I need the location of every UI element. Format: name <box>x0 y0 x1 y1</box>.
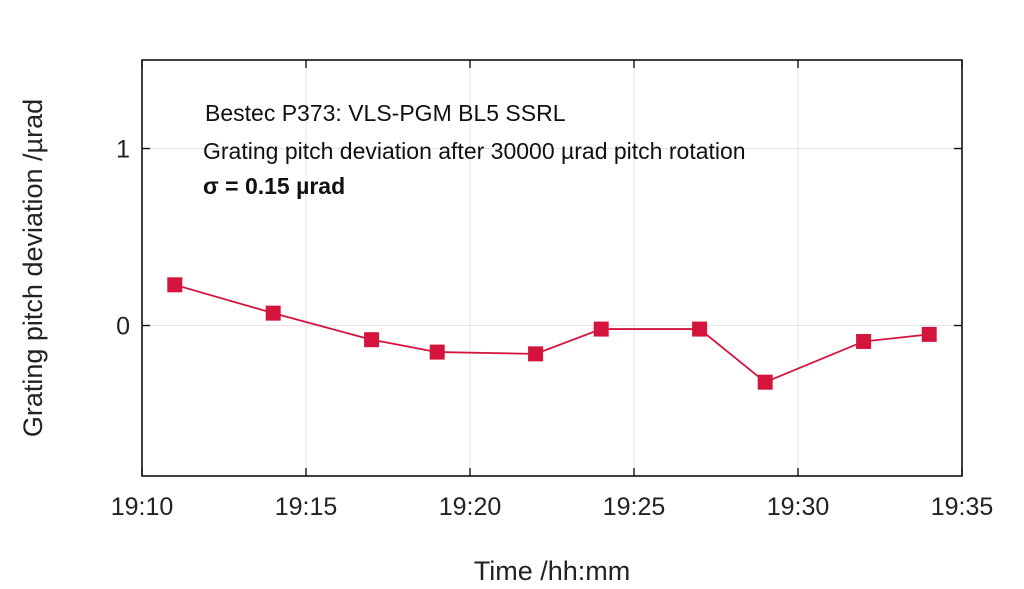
y-tick-label: 0 <box>116 313 130 341</box>
data-point-marker <box>364 332 380 348</box>
annotation-sigma: σ = 0.15 µrad <box>203 173 345 199</box>
data-point-marker <box>757 374 773 390</box>
data-point-marker <box>167 277 183 293</box>
data-point-marker <box>265 305 281 321</box>
annotation-subtitle: Grating pitch deviation after 30000 µrad… <box>203 138 746 164</box>
x-tick-label: 19:20 <box>439 493 502 521</box>
annotation-title: Bestec P373: VLS-PGM BL5 SSRL <box>205 100 566 126</box>
y-axis-title: Grating pitch deviation /µrad <box>18 99 48 437</box>
data-point-marker <box>921 326 937 342</box>
data-point-marker <box>856 333 872 349</box>
x-tick-label: 19:10 <box>111 493 174 521</box>
data-point-marker <box>692 321 708 337</box>
data-point-marker <box>593 321 609 337</box>
x-axis-title: Time /hh:mm <box>474 556 631 586</box>
plot-frame <box>141 59 963 477</box>
data-point-marker <box>528 346 544 362</box>
tick-labels: 19:10 19:15 19:20 19:25 19:30 19:35 0 1 <box>111 136 994 521</box>
data-point-marker <box>429 344 445 360</box>
axis-ticks <box>141 60 963 476</box>
data-series <box>167 277 937 390</box>
x-tick-label: 19:30 <box>767 493 830 521</box>
y-tick-label: 1 <box>116 136 130 164</box>
grid-lines <box>142 60 962 476</box>
series-line <box>174 283 930 384</box>
x-tick-label: 19:15 <box>275 493 338 521</box>
x-tick-label: 19:25 <box>603 493 666 521</box>
x-tick-label: 19:35 <box>931 493 994 521</box>
